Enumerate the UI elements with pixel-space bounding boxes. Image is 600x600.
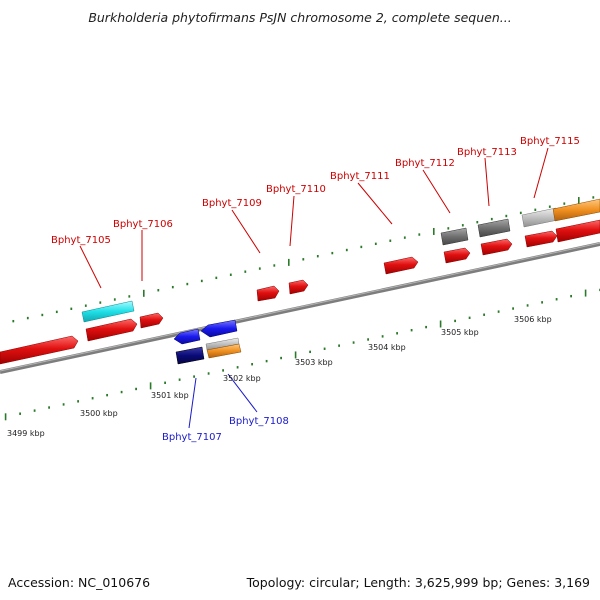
- topology-text: Topology: circular; Length: 3,625,999 bp…: [246, 575, 590, 590]
- gene-bphyt-7116-arrow[interactable]: [555, 219, 600, 243]
- gene-bphyt-7115-block[interactable]: [552, 198, 600, 222]
- gene-label-bphyt-7115[interactable]: Bphyt_7115: [520, 136, 580, 147]
- scale-label-3502: 3502 kbp: [223, 374, 261, 383]
- gene-label-bphyt-7110[interactable]: Bphyt_7110: [266, 184, 326, 195]
- sequence-backbone-highlight: [0, 242, 600, 372]
- lower-scale-ticks: [4, 288, 600, 421]
- gene-bphyt-7108-arrow[interactable]: [200, 319, 238, 338]
- leader-bphyt-7112: [422, 169, 451, 214]
- gene-label-bphyt-7111[interactable]: Bphyt_7111: [330, 171, 390, 182]
- gene-bphyt-7113b-arrow[interactable]: [480, 238, 513, 256]
- scale-label-3505: 3505 kbp: [441, 328, 479, 337]
- scale-label-3503: 3503 kbp: [295, 358, 333, 367]
- gene-bphyt-7112b-arrow[interactable]: [443, 247, 471, 264]
- scale-label-3500: 3500 kbp: [80, 409, 118, 418]
- leader-bphyt-7115: [533, 147, 549, 199]
- gene-label-bphyt-7107[interactable]: Bphyt_7107: [162, 432, 222, 443]
- leader-bphyt-7113: [484, 157, 490, 207]
- map-title: Burkholderia phytofirmans PsJN chromosom…: [88, 10, 512, 25]
- upper-scale-ticks: [12, 196, 595, 323]
- leader-bphyt-7107: [188, 377, 197, 429]
- leader-bphyt-7110: [289, 195, 295, 247]
- leader-bphyt-7105: [79, 245, 102, 289]
- gene-label-bphyt-7109[interactable]: Bphyt_7109: [202, 198, 262, 209]
- gene-bphyt-7107-arrow[interactable]: [173, 328, 201, 345]
- leader-bphyt-7109: [231, 209, 261, 254]
- accession-text: Accession: NC_010676: [8, 575, 151, 590]
- gene-bphyt-7114-block[interactable]: [521, 207, 559, 228]
- scale-label-3499: 3499 kbp: [7, 429, 45, 438]
- gene-bphyt-7104-arrow[interactable]: [0, 335, 79, 365]
- gene-label-bphyt-7105[interactable]: Bphyt_7105: [51, 235, 111, 246]
- gene-bphyt-7106-arrow[interactable]: [139, 312, 164, 329]
- top-label-leaders: [79, 147, 549, 289]
- gene-label-bphyt-7106[interactable]: Bphyt_7106: [113, 219, 173, 230]
- gene-bphyt-7105b-arrow[interactable]: [85, 318, 138, 342]
- sequence-backbone: [0, 242, 600, 374]
- scale-label-3501: 3501 kbp: [151, 391, 189, 400]
- gene-bphyt-7105-block[interactable]: [81, 300, 135, 323]
- gene-bphyt-7107b-block[interactable]: [175, 346, 205, 365]
- gene-label-bphyt-7108[interactable]: Bphyt_7108: [229, 416, 289, 427]
- gene-bphyt-7110-arrow[interactable]: [288, 279, 309, 295]
- scale-label-3506: 3506 kbp: [514, 315, 552, 324]
- scale-label-3504: 3504 kbp: [368, 343, 406, 352]
- gene-label-bphyt-7113[interactable]: Bphyt_7113: [457, 147, 517, 158]
- gene-bphyt-7113-block[interactable]: [477, 218, 511, 238]
- gene-bphyt-7108c-block[interactable]: [206, 343, 242, 359]
- leader-bphyt-7111: [357, 182, 393, 225]
- gene-bphyt-7112-block[interactable]: [440, 227, 469, 246]
- gene-bphyt-7111-arrow[interactable]: [383, 256, 419, 275]
- gene-bphyt-7115b-arrow[interactable]: [524, 230, 558, 248]
- gene-label-bphyt-7112[interactable]: Bphyt_7112: [395, 158, 455, 169]
- gene-bphyt-7109-arrow[interactable]: [256, 285, 280, 302]
- leader-bphyt-7108: [227, 373, 258, 413]
- bottom-label-leaders: [188, 373, 258, 429]
